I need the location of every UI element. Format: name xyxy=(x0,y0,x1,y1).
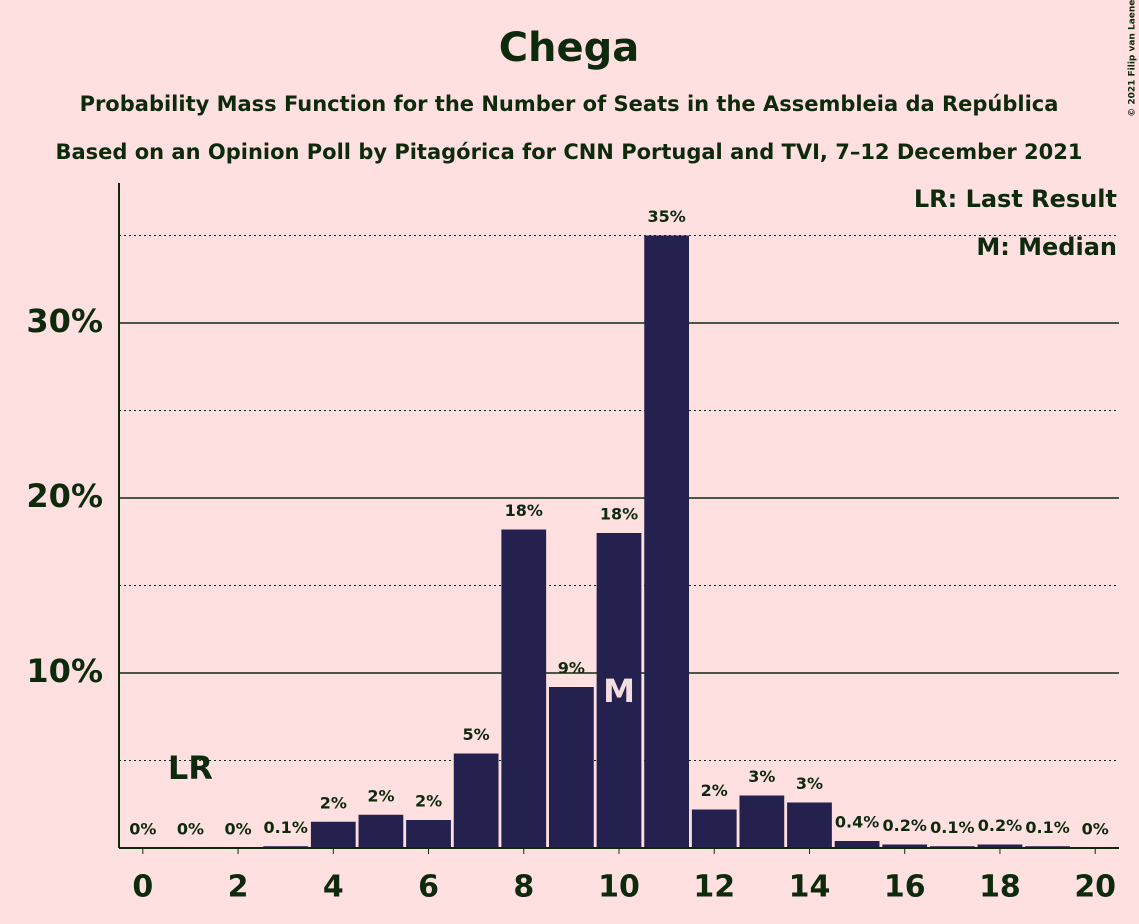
bar xyxy=(691,809,737,848)
bar xyxy=(453,753,499,848)
x-tick-label: 2 xyxy=(228,870,249,905)
legend-entry: LR: Last Result xyxy=(914,185,1117,213)
value-label: 0.4% xyxy=(835,813,879,832)
bar xyxy=(644,235,689,848)
median-marker: M xyxy=(603,672,635,710)
bar xyxy=(787,802,832,848)
bar xyxy=(834,841,880,848)
x-tick-label: 8 xyxy=(513,870,534,905)
value-label: 0% xyxy=(224,820,251,839)
value-label: 0.1% xyxy=(263,818,307,837)
value-label: 2% xyxy=(320,793,347,812)
bar xyxy=(549,687,594,848)
x-tick-label: 14 xyxy=(789,870,831,905)
value-label: 0% xyxy=(129,820,156,839)
value-label: 3% xyxy=(748,767,775,786)
bar xyxy=(977,844,1023,848)
value-label: 0% xyxy=(1082,820,1109,839)
bar xyxy=(882,844,928,848)
value-label: 18% xyxy=(600,505,638,524)
value-label: 2% xyxy=(415,792,442,811)
x-tick-label: 16 xyxy=(884,870,926,905)
value-label: 5% xyxy=(463,725,490,744)
value-label: 0.1% xyxy=(1025,818,1069,837)
x-tick-label: 12 xyxy=(693,870,735,905)
bar xyxy=(358,814,404,848)
value-label: 9% xyxy=(558,659,585,678)
x-tick-label: 20 xyxy=(1074,870,1116,905)
bar xyxy=(501,529,547,848)
value-label: 3% xyxy=(796,774,823,793)
bar xyxy=(310,821,356,848)
value-label: 0.2% xyxy=(883,816,927,835)
y-tick-label: 30% xyxy=(26,302,103,340)
value-label: 18% xyxy=(505,501,543,520)
chart-subtitle: Probability Mass Function for the Number… xyxy=(80,92,1059,116)
x-tick-label: 0 xyxy=(132,870,153,905)
value-label: 0.2% xyxy=(978,816,1022,835)
value-label: 2% xyxy=(701,781,728,800)
credit: © 2021 Filip van Laenen xyxy=(1128,0,1138,117)
value-label: 2% xyxy=(367,786,394,805)
value-label: 35% xyxy=(647,207,685,226)
bar xyxy=(739,795,785,848)
bar xyxy=(406,820,451,848)
value-label: 0% xyxy=(177,820,204,839)
y-tick-label: 20% xyxy=(26,477,103,515)
x-tick-label: 6 xyxy=(418,870,439,905)
value-label: 0.1% xyxy=(930,818,974,837)
legend-entry: M: Median xyxy=(976,233,1117,261)
chart-title: Chega xyxy=(499,25,640,71)
x-tick-label: 18 xyxy=(979,870,1021,905)
chart-subtitle: Based on an Opinion Poll by Pitagórica f… xyxy=(55,140,1082,164)
bar xyxy=(596,533,642,848)
x-tick-label: 4 xyxy=(323,870,344,905)
x-tick-label: 10 xyxy=(598,870,640,905)
y-tick-label: 10% xyxy=(26,652,103,690)
last-result-marker: LR xyxy=(168,749,213,787)
